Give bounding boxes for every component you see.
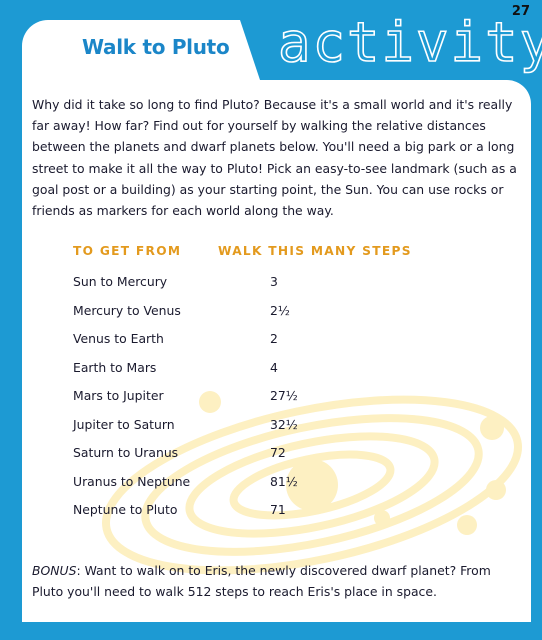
- activity-label: activity: [277, 11, 542, 74]
- row-steps: 72: [270, 445, 286, 460]
- page-title: Walk to Pluto: [82, 35, 230, 59]
- row-from: Jupiter to Saturn: [73, 417, 175, 432]
- row-from: Mars to Jupiter: [73, 388, 164, 403]
- table-row: Venus to Earth 2: [22, 331, 531, 351]
- row-steps: 2: [270, 331, 278, 346]
- title-tab: [22, 20, 260, 80]
- table-row: Saturn to Uranus 72: [22, 445, 531, 465]
- table-row: Neptune to Pluto 71: [22, 502, 531, 522]
- row-steps: 2½: [270, 303, 290, 318]
- bonus-label: BONUS: [32, 563, 77, 578]
- row-from: Mercury to Venus: [73, 303, 181, 318]
- row-steps: 81½: [270, 474, 298, 489]
- row-steps: 27½: [270, 388, 298, 403]
- page-number: 27: [511, 4, 530, 19]
- row-from: Venus to Earth: [73, 331, 164, 346]
- table-row: Mercury to Venus 2½: [22, 303, 531, 323]
- row-steps: 32½: [270, 417, 298, 432]
- row-from: Uranus to Neptune: [73, 474, 191, 489]
- intro-paragraph: Why did it take so long to find Pluto? B…: [32, 97, 517, 219]
- bonus-paragraph: BONUS: Want to walk on to Eris, the newl…: [32, 560, 520, 602]
- row-from: Earth to Mars: [73, 360, 157, 375]
- column-header-from: TO GET FROM: [73, 244, 182, 258]
- table-row: Jupiter to Saturn 32½: [22, 417, 531, 437]
- row-from: Neptune to Pluto: [73, 502, 178, 517]
- row-steps: 4: [270, 360, 278, 375]
- row-steps: 3: [270, 274, 278, 289]
- table-row: Sun to Mercury 3: [22, 274, 531, 294]
- column-header-steps: WALK THIS MANY STEPS: [218, 244, 412, 258]
- table-row: Earth to Mars 4: [22, 360, 531, 380]
- row-steps: 71: [270, 502, 286, 517]
- table-row: Mars to Jupiter 27½: [22, 388, 531, 408]
- solar-system-orbits-decoration: [101, 391, 523, 575]
- bonus-text: : Want to walk on to Eris, the newly dis…: [32, 563, 491, 600]
- row-from: Saturn to Uranus: [73, 445, 179, 460]
- content-card: Why did it take so long to find Pluto? B…: [22, 80, 531, 622]
- table-row: Uranus to Neptune 81½: [22, 474, 531, 494]
- row-from: Sun to Mercury: [73, 274, 168, 289]
